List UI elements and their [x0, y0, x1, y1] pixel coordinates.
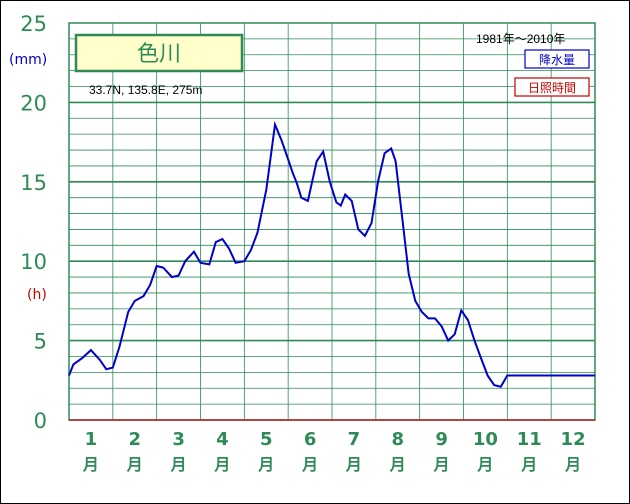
month-number-label: 12: [561, 429, 586, 450]
month-suffix-label: 月: [82, 455, 99, 474]
y-tick-label: 0: [34, 409, 47, 433]
month-suffix-label: 月: [301, 455, 318, 474]
month-suffix-label: 月: [476, 455, 493, 474]
month-suffix-label: 月: [257, 455, 274, 474]
month-number-label: 1: [85, 429, 98, 450]
month-number-label: 8: [391, 429, 404, 450]
month-suffix-label: 月: [345, 455, 362, 474]
month-number-label: 3: [172, 429, 185, 450]
month-suffix-label: 月: [170, 455, 187, 474]
grid: [69, 23, 595, 420]
legend-sun-label: 日照時間: [528, 81, 576, 95]
month-number-label: 4: [216, 429, 229, 450]
legend-rain-box: [524, 49, 590, 69]
month-number-label: 7: [348, 429, 361, 450]
y-unit-sun: (h): [27, 287, 47, 303]
y-axis-ticks: 0 5 10 15 20 25: [20, 12, 47, 433]
station-coords: 33.7N, 135.8E, 275m: [89, 83, 202, 97]
title-box: [74, 33, 244, 73]
station-name: 色川: [137, 42, 181, 67]
month-suffix-label: 月: [126, 455, 143, 474]
legend-sun-box: [514, 77, 590, 97]
month-suffix-label: 月: [520, 455, 537, 474]
y-tick-label: 15: [20, 171, 47, 195]
month-number-label: 5: [260, 429, 273, 450]
y-tick-label: 20: [20, 91, 47, 115]
y-tick-label: 5: [34, 330, 47, 354]
month-suffix-label: 月: [564, 455, 581, 474]
y-tick-label: 25: [20, 12, 47, 36]
month-suffix-label: 月: [389, 455, 406, 474]
month-number-label: 2: [128, 429, 141, 450]
month-number-label: 9: [435, 429, 448, 450]
month-suffix-label: 月: [213, 455, 230, 474]
x-axis-month-labels: 1 月 2 月 3 月 4 月 5 月 6 月 7 月 8 月 9 月 10 月 11 月 12 月: [82, 429, 586, 474]
legend-rain-label: 降水量: [539, 53, 575, 67]
rain-series-line: [68, 120, 595, 388]
period-label: 1981年〜2010年: [476, 32, 565, 46]
month-number-label: 6: [304, 429, 317, 450]
y-tick-label: 10: [20, 250, 47, 274]
y-unit-rain: (mm): [9, 52, 47, 68]
month-number-label: 11: [517, 429, 542, 450]
month-suffix-label: 月: [433, 455, 450, 474]
month-number-label: 10: [473, 429, 498, 450]
